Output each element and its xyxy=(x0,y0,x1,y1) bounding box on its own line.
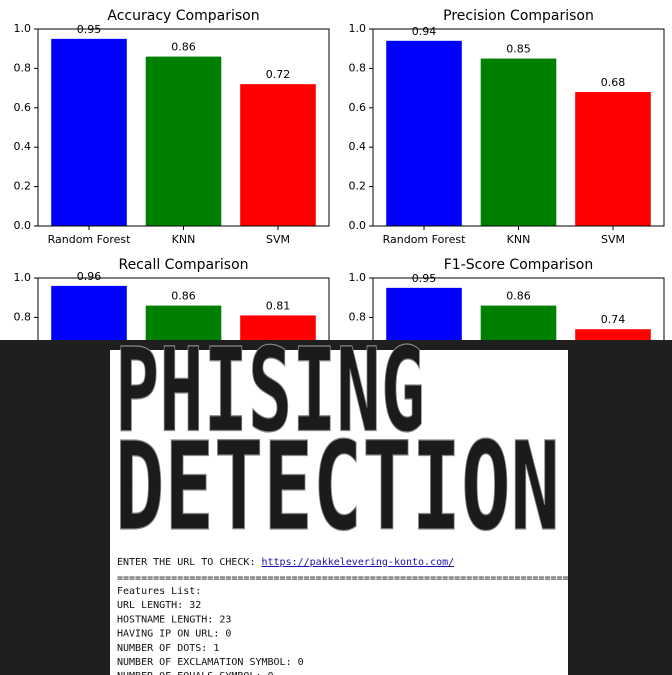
value-label: 0.85 xyxy=(506,43,531,56)
value-label: 0.86 xyxy=(171,41,196,54)
y-tick-label: 0.2 xyxy=(349,180,367,193)
y-tick-label: 0.8 xyxy=(349,310,367,323)
y-tick-label: 0.4 xyxy=(14,140,32,153)
y-tick-label: 0.6 xyxy=(349,101,367,114)
ascii-art: PHISING xyxy=(115,324,425,459)
terminal-panel xyxy=(110,350,568,675)
separator-clip: ========================================… xyxy=(117,573,599,584)
axes-frame xyxy=(37,28,330,227)
y-tick-label: 0.0 xyxy=(14,219,32,232)
x-tick-label: Random Forest xyxy=(48,233,131,246)
feature-lines: Features List: URL LENGTH: 32 HOSTNAME LEN… xyxy=(117,586,304,675)
x-tick-label: Random Forest xyxy=(383,233,466,246)
value-label: 0.81 xyxy=(266,299,291,312)
bar xyxy=(240,315,316,340)
terminal: PHISING DETECTION ENTER THE URL TO CHECK… xyxy=(0,323,672,675)
bar xyxy=(480,305,557,340)
feature-line: NUMBER OF DOTS: 1 xyxy=(117,643,219,654)
axes-frame xyxy=(37,277,330,340)
ascii-art: DETECTION xyxy=(115,416,560,558)
charts: Accuracy Comparison 0.0 0.2 0.4 0.6 0.8 1.0 0.9… xyxy=(14,8,665,340)
x-tick-label: KNN xyxy=(172,233,196,246)
feature-line: HAVING IP ON URL: 0 xyxy=(117,629,231,640)
prompt: ENTER THE URL TO CHECK: https://pakkelev… xyxy=(117,557,454,568)
feature-line: NUMBER OF EQUALS SYMBOL: 0 xyxy=(117,671,274,675)
separator: ========================================… xyxy=(117,573,599,584)
value-label: 0.86 xyxy=(171,290,196,303)
bar xyxy=(240,84,316,226)
y-tick-label: 1.0 xyxy=(349,22,367,35)
y-tick-label: 0.2 xyxy=(14,180,32,193)
y-tick-label: 1.0 xyxy=(14,22,32,35)
chart-title: F1-Score Comparison xyxy=(444,257,594,273)
feature-line: Features List: xyxy=(117,586,201,597)
y-tick-label: 0.8 xyxy=(14,61,32,74)
axes-frame xyxy=(372,28,665,227)
feature-line: URL LENGTH: 32 xyxy=(117,600,201,611)
bar xyxy=(145,305,222,340)
y-tick-label: 0.4 xyxy=(349,140,367,153)
chart-title: Precision Comparison xyxy=(443,8,594,24)
axes-frame xyxy=(372,277,665,340)
x-tick-label: SVM xyxy=(601,233,625,246)
value-label: 0.94 xyxy=(412,25,437,38)
value-label: 0.72 xyxy=(266,68,291,81)
bar xyxy=(386,40,462,226)
bar xyxy=(145,56,222,226)
y-tick-label: 1.0 xyxy=(14,271,32,284)
x-tick-label: KNN xyxy=(507,233,531,246)
feature-line: HOSTNAME LENGTH: 23 xyxy=(117,614,231,625)
prompt-text: ENTER THE URL TO CHECK: xyxy=(117,557,262,568)
y-tick-label: 1.0 xyxy=(349,271,367,284)
chart-title: Accuracy Comparison xyxy=(107,8,259,24)
x-tick-label: SVM xyxy=(266,233,290,246)
url-link[interactable]: https://pakkelevering-konto.com/ xyxy=(262,557,455,568)
y-tick-label: 0.0 xyxy=(349,219,367,232)
y-tick-label: 0.6 xyxy=(14,101,32,114)
bar xyxy=(51,38,127,226)
value-label: 0.74 xyxy=(601,313,626,326)
bar xyxy=(386,287,462,340)
bar xyxy=(575,92,651,226)
chart-title: Recall Comparison xyxy=(118,257,248,273)
bar xyxy=(575,329,651,340)
value-label: 0.68 xyxy=(601,76,626,89)
feature-line: NUMBER OF EXCLAMATION SYMBOL: 0 xyxy=(117,657,304,668)
bar xyxy=(480,58,557,226)
bar xyxy=(51,285,127,340)
y-tick-label: 0.8 xyxy=(349,61,367,74)
value-label: 0.86 xyxy=(506,290,531,303)
y-tick-label: 0.8 xyxy=(14,310,32,323)
value-label: 0.96 xyxy=(77,270,102,283)
